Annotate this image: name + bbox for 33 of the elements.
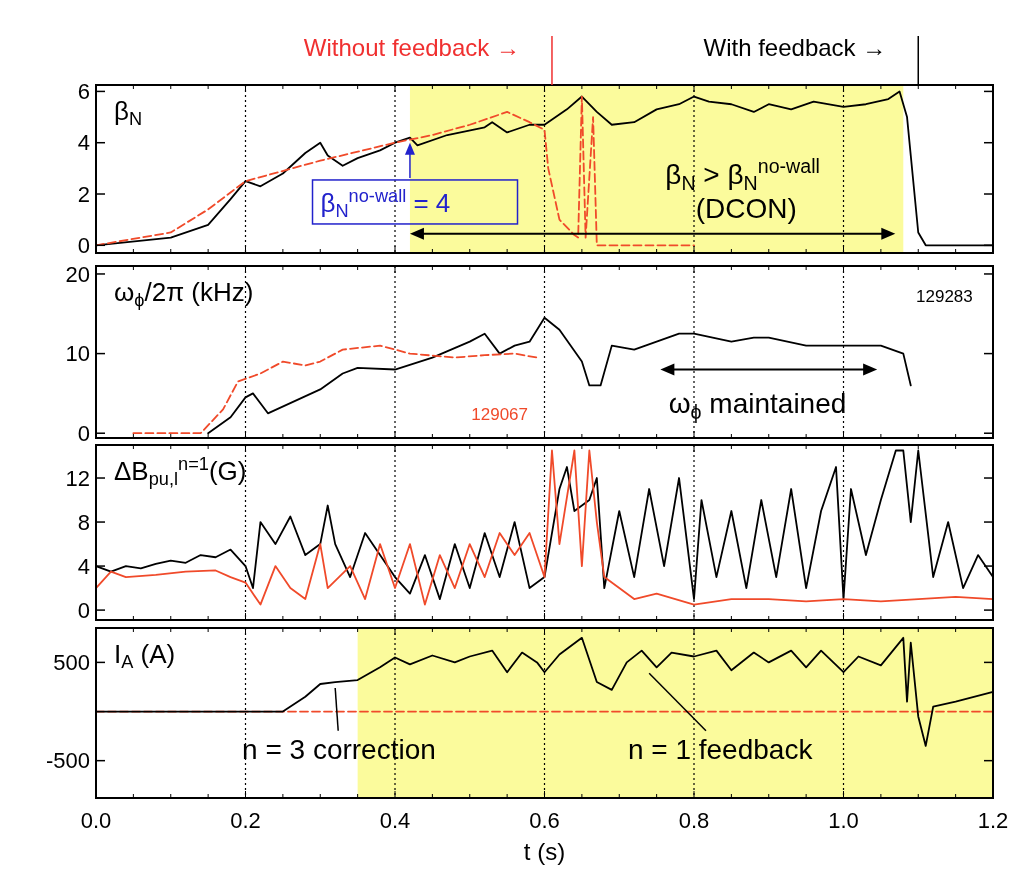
y-tick-label: 2 — [77, 181, 90, 207]
y-tick-label: 10 — [65, 341, 90, 367]
y-tick-label: 4 — [77, 130, 90, 156]
x-tick-label: 1.2 — [977, 808, 1009, 833]
y-tick-label: 20 — [65, 261, 90, 287]
y-tick-label: -500 — [45, 748, 90, 774]
text: With feedback → — [703, 34, 887, 61]
annotation: 129283 — [916, 286, 973, 306]
y-tick-label: 0 — [77, 420, 90, 446]
x-tick-label: 0.8 — [678, 808, 710, 833]
y-tick-label: 6 — [77, 79, 90, 105]
annotation: (DCON) — [695, 193, 797, 225]
x-tick-label: 0.0 — [80, 808, 112, 833]
annotation: n = 1 feedback — [627, 733, 814, 765]
annotation: 129067 — [471, 405, 529, 425]
y-tick-label: 0 — [77, 233, 90, 259]
y-tick-label: 8 — [77, 509, 90, 535]
y-axis-title: β$_{N}$ — [114, 96, 143, 130]
x-tick-label: 0.2 — [230, 808, 261, 833]
y-tick-label: 500 — [53, 650, 90, 676]
x-axis-title: t (s) — [523, 838, 566, 865]
x-tick-label: 1.0 — [828, 808, 859, 833]
x-tick-label: 0.6 — [529, 808, 560, 833]
y-tick-label: 12 — [65, 465, 90, 491]
y-tick-label: 0 — [77, 597, 90, 623]
annotation: ω$_{ϕ}$ maintained — [668, 388, 847, 424]
y-axis-title: ΔB$_{pu,l}$$^{n=1}$(G) — [114, 454, 247, 490]
annotation: β$_{N}$$^{no-wall}$ = 4 — [320, 186, 451, 222]
y-tick-label: 4 — [77, 553, 90, 579]
x-tick-label: 0.4 — [379, 808, 411, 833]
text: Without feedback → — [303, 34, 520, 61]
y-axis-title: I$_{A}$ (A) — [114, 639, 176, 673]
y-axis-title: ω$_{ϕ}$/2π (kHz) — [114, 277, 254, 311]
